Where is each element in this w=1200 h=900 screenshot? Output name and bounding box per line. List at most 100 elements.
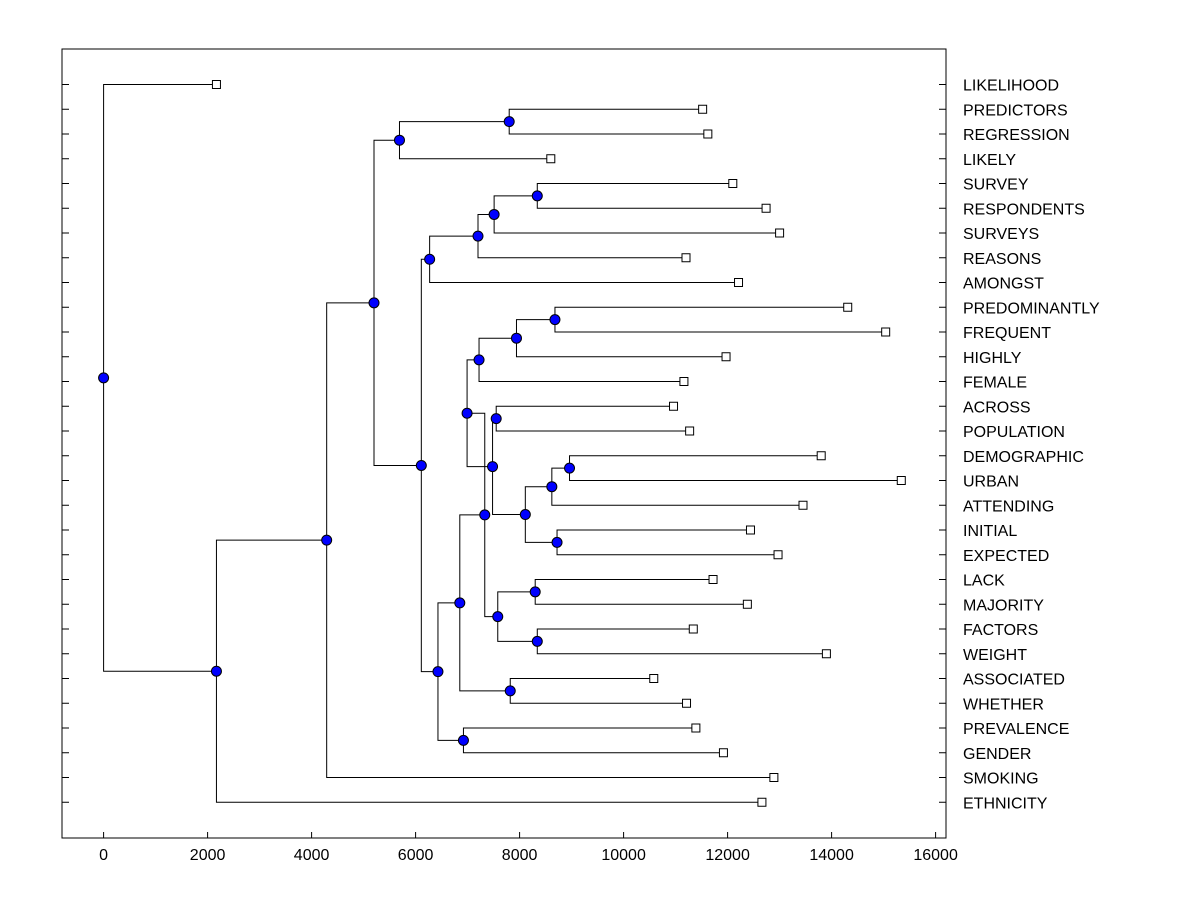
- branch-n_prl: [398, 121, 551, 160]
- leaf-marker-population: [685, 426, 695, 436]
- leaf-label-respondents: RESPONDENTS: [963, 201, 1085, 218]
- merge-node-n_root: [98, 372, 110, 384]
- merge-node-n_ie: [551, 536, 563, 548]
- leaf-label-surveys: SURVEYS: [963, 226, 1039, 243]
- leaf-label-population: POPULATION: [963, 424, 1065, 441]
- leaf-label-weight: WEIGHT: [963, 647, 1027, 664]
- leaf-marker-predominantly: [843, 302, 853, 312]
- branch-n_ie: [556, 529, 779, 556]
- leaf-label-survey: SURVEY: [963, 177, 1029, 194]
- merge-node-n_dua: [546, 481, 558, 493]
- leaf-marker-likely: [546, 154, 556, 164]
- branch-n_pg: [462, 727, 724, 754]
- merge-node-n_srs: [488, 208, 500, 220]
- branch-n_ap: [495, 405, 690, 432]
- branch-n_srsr: [477, 213, 686, 259]
- leaf-marker-associated: [649, 674, 659, 683]
- branch-n_smk: [326, 302, 774, 778]
- branch-n_aw: [509, 678, 687, 704]
- branch-n_fw: [536, 628, 827, 655]
- leaf-marker-frequent: [881, 327, 891, 337]
- leaf-marker-likelihood: [211, 80, 221, 89]
- leaf-label-factors: FACTORS: [963, 622, 1038, 639]
- merge-node-n_upper: [368, 297, 380, 309]
- branch-n_root: [103, 84, 217, 672]
- leaf-marker-reasons: [681, 253, 691, 263]
- branch-n_srsra: [429, 235, 739, 283]
- leaf-marker-ethnicity: [757, 797, 767, 807]
- x-tick-label-10000: 10000: [601, 847, 646, 864]
- merge-node-n_smk: [321, 534, 333, 546]
- leaf-label-expected: EXPECTED: [963, 548, 1049, 565]
- merge-node-n_midaw: [454, 597, 466, 609]
- merge-node-n_pfh: [510, 332, 522, 344]
- merge-node-n_srsra: [424, 253, 436, 265]
- leaf-marker-factors: [688, 624, 698, 634]
- leaf-label-lack: LACK: [963, 573, 1005, 590]
- dendrogram-branches: [103, 84, 902, 803]
- leaf-marker-surveys: [775, 228, 785, 238]
- plot-frame: [61, 48, 947, 839]
- branch-n_du: [569, 455, 902, 481]
- x-axis: 0 2000 4000 6000 8000 10000 12000 14000 16000: [99, 832, 958, 864]
- leaf-label-ticks: [62, 84, 946, 803]
- leaf-marker-across: [669, 401, 679, 411]
- leaf-label-across: ACROSS: [963, 399, 1031, 416]
- leaf-marker-female: [679, 377, 689, 386]
- merge-node-n_lower: [415, 459, 427, 471]
- leaf-labels: LIKELIHOOD PREDICTORS REGRESSION LIKELY SURV…: [963, 78, 1100, 813]
- merge-node-n_femx: [461, 407, 473, 419]
- merge-node-n_lm: [529, 586, 541, 598]
- merge-node-n_mid: [479, 509, 491, 521]
- leaf-label-whether: WHETHER: [963, 696, 1044, 713]
- leaf-marker-expected: [773, 550, 783, 560]
- leaf-marker-majority: [742, 599, 752, 609]
- leaf-marker-lack: [708, 575, 718, 584]
- leaf-marker-gender: [718, 748, 728, 758]
- leaf-marker-amongst: [734, 278, 744, 287]
- leaf-marker-survey: [728, 179, 738, 188]
- branch-n_pf: [554, 306, 886, 333]
- leaf-marker-prevalence: [691, 723, 701, 733]
- leaf-label-smoking: SMOKING: [963, 771, 1039, 788]
- branch-n_pfh: [515, 319, 727, 358]
- merge-node-n_prl: [393, 134, 405, 146]
- branch-n_dua: [551, 467, 803, 506]
- merge-node-n_pfhf: [473, 354, 485, 366]
- leaf-marker-regression: [703, 129, 713, 139]
- leaf-label-predominantly: PREDOMINANTLY: [963, 300, 1100, 317]
- leaf-label-amongst: AMONGST: [963, 276, 1044, 293]
- leaf-marker-highly: [721, 352, 731, 362]
- merge-node-n_sr: [531, 190, 543, 202]
- merge-node-n_duaie: [519, 509, 531, 521]
- merge-node-n_eth: [210, 665, 222, 677]
- x-tick-label-16000: 16000: [913, 847, 958, 864]
- leaf-marker-attending: [798, 500, 808, 510]
- leaf-label-demographic: DEMOGRAPHIC: [963, 449, 1084, 466]
- leaf-marker-respondents: [761, 203, 771, 213]
- leaf-label-prevalence: PREVALENCE: [963, 721, 1069, 738]
- leaf-label-predictors: PREDICTORS: [963, 102, 1068, 119]
- x-tick-label-12000: 12000: [705, 847, 750, 864]
- leaf-marker-weight: [821, 649, 831, 659]
- leaf-label-regression: REGRESSION: [963, 127, 1070, 144]
- leaf-marker-urban: [896, 476, 906, 485]
- x-tick-label-2000: 2000: [190, 847, 226, 864]
- leaf-label-highly: HIGHLY: [963, 350, 1022, 367]
- leaf-marker-predictors: [698, 104, 708, 114]
- leaf-label-majority: MAJORITY: [963, 597, 1044, 614]
- merge-nodes: [98, 116, 576, 746]
- x-tick-label-6000: 6000: [398, 847, 434, 864]
- branch-n_pr: [508, 108, 708, 135]
- merge-node-n_du: [564, 462, 576, 474]
- merge-node-n_fw: [531, 635, 543, 647]
- x-tick-label-0: 0: [99, 847, 108, 864]
- branch-n_upper: [373, 139, 422, 466]
- leaf-marker-demographic: [816, 451, 826, 461]
- leaf-label-likely: LIKELY: [963, 152, 1016, 169]
- leaf-markers: [211, 80, 906, 807]
- leaf-label-attending: ATTENDING: [963, 498, 1054, 515]
- leaf-marker-smoking: [769, 773, 779, 782]
- leaf-label-female: FEMALE: [963, 375, 1027, 392]
